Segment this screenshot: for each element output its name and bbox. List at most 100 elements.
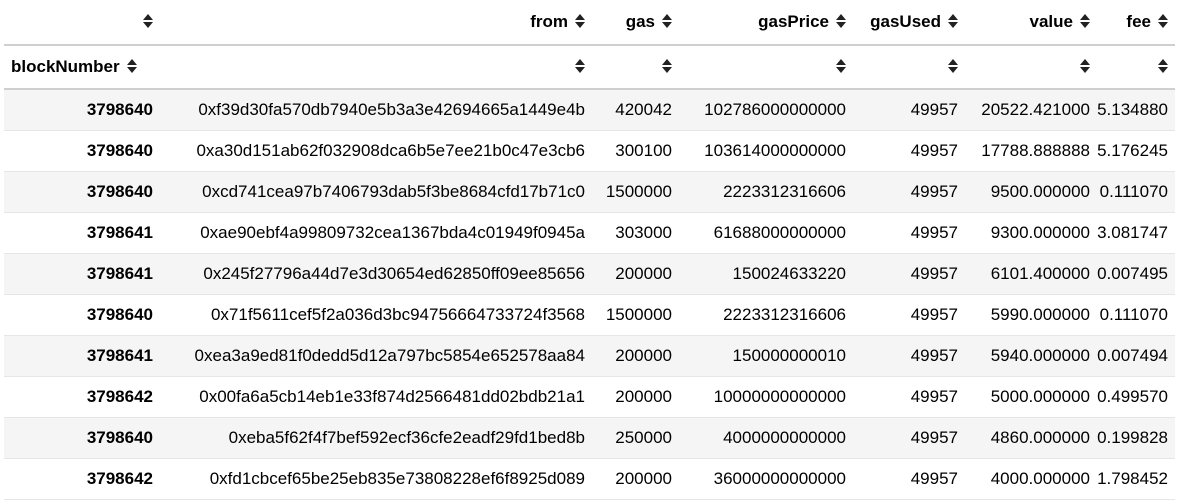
index-cell: 3798640 bbox=[4, 417, 160, 459]
cell-from: 0xeba5f62f4f7bef592ecf36cfe2eadf29fd1bed… bbox=[160, 417, 592, 459]
cell-value: 5000.000000 bbox=[965, 376, 1097, 418]
cell-gasUsed: 49957 bbox=[853, 130, 965, 172]
cell-fee: 0.007494 bbox=[1097, 335, 1175, 377]
sort-icon[interactable] bbox=[836, 14, 846, 28]
cell-gasUsed: 49957 bbox=[853, 376, 965, 418]
cell-gas: 1500000 bbox=[592, 171, 679, 213]
cell-gasUsed: 49957 bbox=[853, 335, 965, 377]
cell-from: 0x245f27796a44d7e3d30654ed62850ff09ee856… bbox=[160, 253, 592, 295]
index-cell: 3798642 bbox=[4, 458, 160, 500]
cell-gasPrice: 36000000000000 bbox=[679, 458, 853, 500]
table-row: 3798640 0xa30d151ab62f032908dca6b5e7ee21… bbox=[4, 130, 1175, 172]
cell-from: 0xea3a9ed81f0dedd5d12a797bc5854e652578aa… bbox=[160, 335, 592, 377]
cell-gasPrice: 103614000000000 bbox=[679, 130, 853, 172]
cell-fee: 0.199828 bbox=[1097, 417, 1175, 459]
index-corner-header[interactable] bbox=[4, 0, 160, 46]
cell-value: 5940.000000 bbox=[965, 335, 1097, 377]
index-cell: 3798640 bbox=[4, 171, 160, 213]
sort-icon[interactable] bbox=[1158, 14, 1168, 28]
index-sort-gasPrice[interactable] bbox=[679, 45, 853, 90]
cell-gasPrice: 150024633220 bbox=[679, 253, 853, 295]
cell-gasPrice: 10000000000000 bbox=[679, 376, 853, 418]
sort-icon[interactable] bbox=[662, 14, 672, 28]
cell-gasUsed: 49957 bbox=[853, 212, 965, 254]
cell-gasUsed: 49957 bbox=[853, 417, 965, 459]
index-header-row: blockNumber bbox=[4, 45, 1175, 90]
sort-icon[interactable] bbox=[948, 59, 958, 73]
sort-icon[interactable] bbox=[575, 14, 585, 28]
index-cell: 3798642 bbox=[4, 376, 160, 418]
table-row: 3798640 0xeba5f62f4f7bef592ecf36cfe2eadf… bbox=[4, 417, 1175, 459]
cell-gasUsed: 49957 bbox=[853, 458, 965, 500]
column-header-gas[interactable]: gas bbox=[592, 0, 679, 46]
index-sort-fee[interactable] bbox=[1097, 45, 1175, 90]
cell-fee: 0.499570 bbox=[1097, 376, 1175, 418]
cell-gasUsed: 49957 bbox=[853, 294, 965, 336]
sort-icon[interactable] bbox=[836, 59, 846, 73]
index-sort-gas[interactable] bbox=[592, 45, 679, 90]
cell-fee: 3.081747 bbox=[1097, 212, 1175, 254]
sort-icon[interactable] bbox=[948, 14, 958, 28]
table-row: 3798640 0x71f5611cef5f2a036d3bc947566647… bbox=[4, 294, 1175, 336]
table-row: 3798642 0x00fa6a5cb14eb1e33f874d2566481d… bbox=[4, 376, 1175, 418]
cell-gasPrice: 4000000000000 bbox=[679, 417, 853, 459]
sort-icon[interactable] bbox=[1158, 59, 1168, 73]
table-row: 3798641 0xea3a9ed81f0dedd5d12a797bc5854e… bbox=[4, 335, 1175, 377]
sort-icon[interactable] bbox=[1080, 14, 1090, 28]
column-header-gasUsed[interactable]: gasUsed bbox=[853, 0, 965, 46]
cell-from: 0xcd741cea97b7406793dab5f3be8684cfd17b71… bbox=[160, 171, 592, 213]
column-header-value[interactable]: value bbox=[965, 0, 1097, 46]
cell-gas: 1500000 bbox=[592, 294, 679, 336]
table-row: 3798640 0xcd741cea97b7406793dab5f3be8684… bbox=[4, 171, 1175, 213]
index-sort-gasUsed[interactable] bbox=[853, 45, 965, 90]
data-table: from gas gasPrice gasUsed value fee bloc… bbox=[4, 0, 1175, 500]
index-sort-from[interactable] bbox=[160, 45, 592, 90]
table-row: 3798641 0xae90ebf4a99809732cea1367bda4c0… bbox=[4, 212, 1175, 254]
column-header-row: from gas gasPrice gasUsed value fee bbox=[4, 0, 1175, 46]
cell-value: 20522.421000 bbox=[965, 89, 1097, 131]
cell-fee: 1.798452 bbox=[1097, 458, 1175, 500]
index-sort-value[interactable] bbox=[965, 45, 1097, 90]
cell-gasUsed: 49957 bbox=[853, 253, 965, 295]
cell-value: 17788.888888 bbox=[965, 130, 1097, 172]
index-cell: 3798641 bbox=[4, 212, 160, 254]
index-cell: 3798641 bbox=[4, 253, 160, 295]
column-header-gasPrice[interactable]: gasPrice bbox=[679, 0, 853, 46]
cell-gas: 200000 bbox=[592, 253, 679, 295]
sort-icon[interactable] bbox=[143, 14, 153, 28]
sort-icon[interactable] bbox=[575, 59, 585, 73]
cell-gas: 200000 bbox=[592, 335, 679, 377]
index-cell: 3798640 bbox=[4, 89, 160, 131]
table-body: 3798640 0xf39d30fa570db7940e5b3a3e426946… bbox=[4, 89, 1175, 500]
cell-fee: 0.111070 bbox=[1097, 294, 1175, 336]
sort-icon[interactable] bbox=[662, 59, 672, 73]
cell-value: 6101.400000 bbox=[965, 253, 1097, 295]
cell-value: 5990.000000 bbox=[965, 294, 1097, 336]
cell-gasPrice: 2223312316606 bbox=[679, 171, 853, 213]
cell-gasUsed: 49957 bbox=[853, 171, 965, 213]
column-header-fee[interactable]: fee bbox=[1097, 0, 1175, 46]
cell-fee: 5.134880 bbox=[1097, 89, 1175, 131]
sort-icon[interactable] bbox=[1080, 59, 1090, 73]
index-cell: 3798640 bbox=[4, 294, 160, 336]
cell-from: 0x00fa6a5cb14eb1e33f874d2566481dd02bdb21… bbox=[160, 376, 592, 418]
sort-icon[interactable] bbox=[126, 59, 137, 73]
table-header: from gas gasPrice gasUsed value fee bloc… bbox=[4, 0, 1175, 90]
cell-gasPrice: 61688000000000 bbox=[679, 212, 853, 254]
cell-from: 0x71f5611cef5f2a036d3bc94756664733724f35… bbox=[160, 294, 592, 336]
cell-gas: 200000 bbox=[592, 376, 679, 418]
cell-from: 0xa30d151ab62f032908dca6b5e7ee21b0c47e3c… bbox=[160, 130, 592, 172]
cell-gasUsed: 49957 bbox=[853, 89, 965, 131]
cell-value: 4000.000000 bbox=[965, 458, 1097, 500]
table-row: 3798642 0xfd1cbcef65be25eb835e73808228ef… bbox=[4, 458, 1175, 500]
cell-gasPrice: 150000000010 bbox=[679, 335, 853, 377]
cell-value: 9300.000000 bbox=[965, 212, 1097, 254]
cell-from: 0xfd1cbcef65be25eb835e73808228ef6f8925d0… bbox=[160, 458, 592, 500]
column-header-from[interactable]: from bbox=[160, 0, 592, 46]
index-header-blockNumber[interactable]: blockNumber bbox=[4, 45, 160, 90]
cell-gas: 300100 bbox=[592, 130, 679, 172]
cell-gasPrice: 102786000000000 bbox=[679, 89, 853, 131]
cell-value: 4860.000000 bbox=[965, 417, 1097, 459]
cell-from: 0xf39d30fa570db7940e5b3a3e42694665a1449e… bbox=[160, 89, 592, 131]
